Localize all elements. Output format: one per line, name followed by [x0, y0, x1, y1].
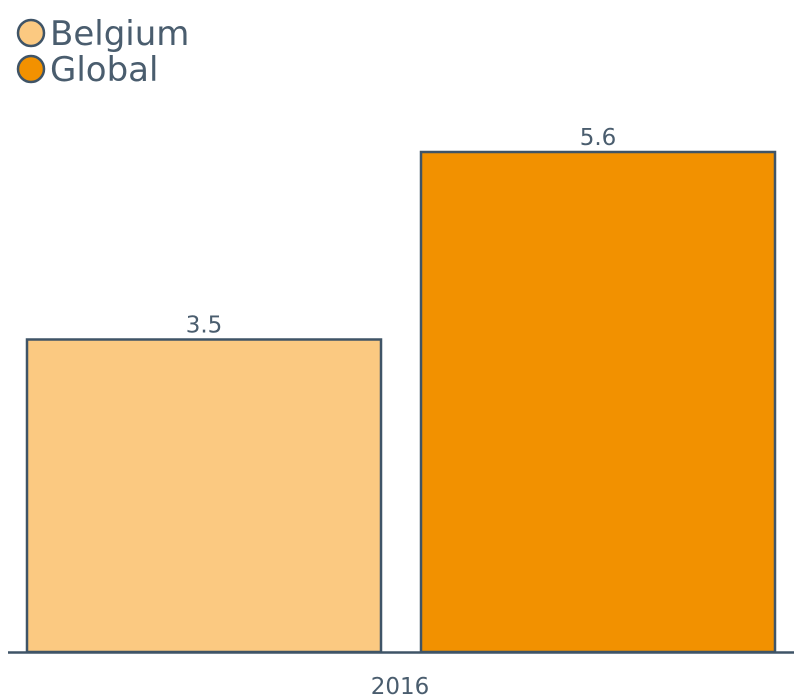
bar-belgium — [25, 338, 383, 654]
legend-swatch-belgium — [16, 18, 46, 48]
bar-global — [419, 150, 777, 654]
legend-label-belgium: Belgium — [50, 14, 189, 54]
bar-group — [25, 150, 777, 654]
value-label-group: 3.5 5.6 — [186, 125, 617, 339]
value-label-global: 5.6 — [580, 125, 617, 151]
value-label-belgium: 3.5 — [186, 313, 223, 339]
legend-item-belgium: Belgium — [16, 14, 189, 54]
legend-item-global: Global — [16, 50, 158, 90]
chart-legend: Belgium Global — [16, 14, 189, 90]
x-tick-label: 2016 — [371, 674, 430, 700]
legend-swatch-global — [16, 54, 46, 84]
legend-label-global: Global — [50, 50, 158, 90]
